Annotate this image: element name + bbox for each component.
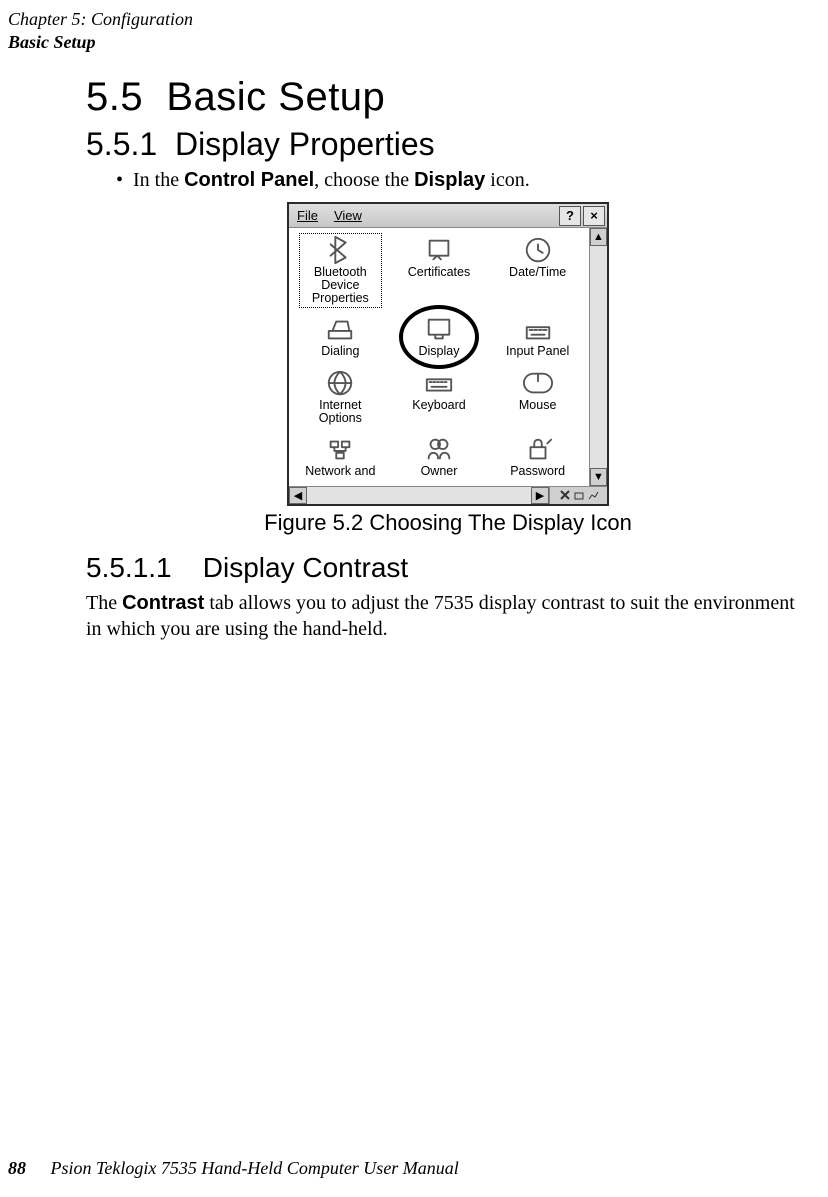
icon-label: Input Panel [506,345,569,358]
cp-icon-inputpanel[interactable]: Input Panel [488,311,587,362]
icon-label: BluetoothDeviceProperties [312,266,369,305]
icon-label: Password [510,465,565,478]
menu-file[interactable]: File [289,208,326,223]
cp-icon-keyboard[interactable]: Keyboard [390,365,489,429]
vertical-scrollbar[interactable]: ▲ ▼ [589,228,607,486]
cp-icon-display[interactable]: Display [390,311,489,362]
page-footer: 88 Psion Teklogix 7535 Hand-Held Compute… [8,1158,459,1179]
menubar: File View ? × [289,204,607,228]
page-number: 88 [8,1158,26,1178]
figure-caption: Figure 5.2 Choosing The Display Icon [86,510,810,536]
icon-label: Keyboard [412,399,466,412]
paragraph: The Contrast tab allows you to adjust th… [86,590,810,642]
icon-label: Dialing [321,345,359,358]
heading-number: 5.5.1.1 [86,552,172,583]
heading-title: Basic Setup [166,75,385,119]
close-button[interactable]: × [583,206,605,226]
inputpanel-icon [520,313,556,345]
heading-title: Display Contrast [203,552,408,583]
modem-icon [322,313,358,345]
icon-label: Date/Time [509,266,566,279]
menu-view[interactable]: View [326,208,370,223]
cp-icon-bluetooth[interactable]: BluetoothDeviceProperties [291,232,390,309]
scroll-left-icon[interactable]: ◀ [289,487,307,504]
cp-icon-mouse[interactable]: Mouse [488,365,587,429]
text: , choose the [314,169,414,191]
globe-icon [322,367,358,399]
scroll-down-icon[interactable]: ▼ [590,468,607,486]
cert-icon [421,234,457,266]
horizontal-scrollbar[interactable]: ◀ ▶ [289,486,607,504]
cp-icon-password[interactable]: Password [488,431,587,482]
icon-label: Mouse [519,399,557,412]
icon-label: Certificates [408,266,471,279]
network-icon [322,433,358,465]
bullet-instruction: • In the Control Panel, choose the Displ… [116,169,810,192]
heading-5-5-1-1: 5.5.1.1 Display Contrast [86,552,810,584]
text-bold: Control Panel [184,169,314,191]
heading-5-5-1: 5.5.1 Display Properties [86,126,810,163]
running-head-section: Basic Setup [8,31,810,54]
icon-label: InternetOptions [319,399,362,425]
footer-title: Psion Teklogix 7535 Hand-Held Computer U… [51,1158,459,1178]
icon-label: Display [418,345,459,358]
scroll-up-icon[interactable]: ▲ [590,228,607,246]
clock-icon [520,234,556,266]
heading-number: 5.5 [86,75,143,119]
running-head-chapter: Chapter 5: Configuration [8,8,810,31]
cp-icon-clock[interactable]: Date/Time [488,232,587,309]
icon-label: Network and [305,465,375,478]
display-icon [421,313,457,345]
icon-label: Owner [421,465,458,478]
scroll-track[interactable] [590,246,607,468]
text: The [86,592,122,614]
scroll-track[interactable] [307,487,531,504]
keyboard-icon [421,367,457,399]
bluetooth-icon [322,234,358,266]
text-bold: Display [414,169,485,191]
cp-icon-network[interactable]: Network and [291,431,390,482]
control-panel-window: File View ? × BluetoothDeviceProperties C… [287,202,609,506]
mouse-icon [520,367,556,399]
text: icon. [485,169,529,191]
owner-icon [421,433,457,465]
cp-icon-owner[interactable]: Owner [390,431,489,482]
cp-icon-modem[interactable]: Dialing [291,311,390,362]
heading-5-5: 5.5 Basic Setup [86,75,810,120]
text: In the [133,169,184,191]
help-button[interactable]: ? [559,206,581,226]
tray-icons [549,487,607,504]
cp-icon-cert[interactable]: Certificates [390,232,489,309]
heading-title: Display Properties [175,126,435,162]
heading-number: 5.5.1 [86,126,157,162]
password-icon [520,433,556,465]
text-bold: Contrast [122,592,204,614]
cp-icon-globe[interactable]: InternetOptions [291,365,390,429]
icon-grid: BluetoothDeviceProperties Certificates Dat… [289,228,589,486]
scroll-right-icon[interactable]: ▶ [531,487,549,504]
